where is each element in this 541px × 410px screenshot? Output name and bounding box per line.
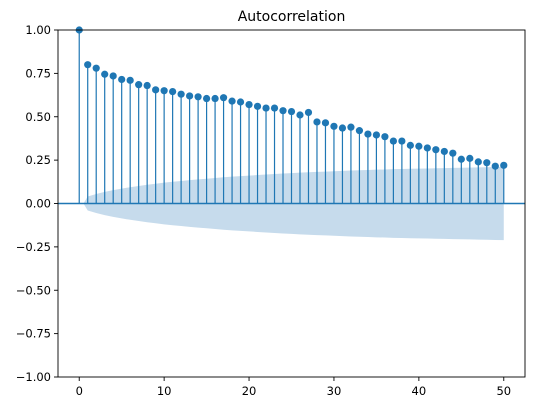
marker-lag-9: [152, 86, 160, 94]
marker-lag-6: [126, 76, 134, 84]
marker-lag-35: [372, 131, 381, 139]
marker-lag-37: [389, 137, 397, 145]
y-tick-label: 0.75: [25, 66, 51, 80]
marker-lag-38: [398, 137, 406, 145]
marker-lag-23: [270, 104, 279, 112]
x-tick-label: 10: [157, 384, 172, 398]
marker-lag-44: [449, 149, 457, 157]
x-ticks: 0 10 20 30 40 50: [76, 377, 511, 398]
chart-title: Autocorrelation: [238, 9, 346, 25]
marker-lag-42: [432, 146, 440, 154]
marker-lag-31: [338, 124, 347, 132]
marker-lag-7: [135, 81, 143, 89]
marker-lag-18: [228, 97, 236, 105]
marker-lag-19: [236, 98, 245, 106]
marker-lag-13: [186, 92, 194, 100]
marker-lag-14: [194, 93, 202, 101]
marker-lag-22: [262, 104, 270, 112]
y-tick-label: −1.00: [16, 370, 51, 384]
marker-lag-36: [381, 133, 389, 141]
y-tick-label: 0.25: [25, 153, 51, 167]
marker-lag-1: [84, 61, 92, 69]
marker-lag-48: [483, 159, 491, 167]
x-tick-label: 20: [242, 384, 257, 398]
y-tick-label: 0.00: [25, 197, 51, 211]
y-tick-label: 1.00: [25, 23, 51, 37]
y-tick-label: −0.25: [16, 240, 51, 254]
marker-lag-27: [304, 108, 313, 117]
marker-lag-20: [245, 101, 253, 109]
marker-lag-41: [423, 144, 431, 152]
marker-lag-29: [321, 119, 330, 127]
marker-lag-4: [109, 72, 117, 80]
marker-lag-11: [169, 87, 177, 96]
marker-lag-43: [440, 147, 448, 156]
marker-lag-34: [364, 130, 372, 138]
marker-lag-28: [313, 118, 321, 126]
y-ticks: −1.00 −0.75 −0.50 −0.25 0.00 0.25 0.50 0.75 1.00: [16, 23, 58, 384]
marker-lag-49: [491, 162, 499, 170]
marker-lag-46: [466, 154, 474, 162]
marker-lag-16: [211, 94, 219, 103]
marker-lag-2: [92, 64, 100, 72]
stem-layer: [78, 30, 505, 204]
x-tick-label: 0: [76, 384, 83, 398]
x-tick-label: 50: [496, 384, 511, 398]
marker-lag-8: [143, 81, 151, 90]
marker-lag-33: [355, 127, 364, 135]
marker-lag-24: [279, 107, 287, 115]
x-tick-label: 30: [327, 384, 342, 398]
marker-lag-47: [474, 158, 482, 166]
marker-lag-50: [500, 161, 508, 169]
marker-lag-12: [177, 90, 185, 98]
marker-lag-25: [287, 107, 296, 116]
marker-lag-40: [415, 142, 423, 150]
x-tick-label: 40: [412, 384, 427, 398]
marker-lag-32: [347, 123, 355, 131]
y-tick-label: −0.50: [16, 283, 51, 297]
y-tick-label: −0.75: [16, 327, 51, 341]
marker-lag-21: [253, 102, 262, 110]
marker-lag-3: [101, 70, 109, 78]
marker-lag-26: [296, 111, 304, 119]
marker-lag-39: [406, 141, 414, 149]
marker-lag-30: [330, 122, 338, 130]
marker-lag-10: [160, 87, 168, 95]
marker-lag-5: [118, 75, 126, 84]
y-tick-label: 0.50: [25, 110, 51, 124]
marker-lag-17: [219, 94, 228, 102]
marker-lag-15: [202, 94, 211, 103]
marker-lag-45: [457, 155, 465, 163]
marker-layer: [75, 26, 508, 170]
